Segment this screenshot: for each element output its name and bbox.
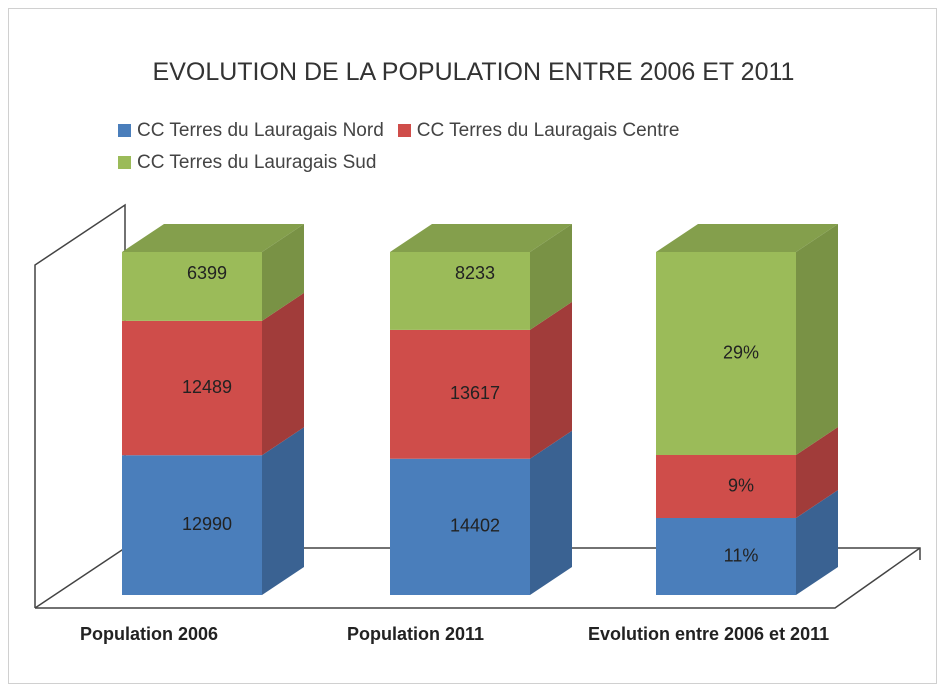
- bar: [122, 320, 262, 456]
- bar-side: [796, 427, 838, 518]
- chart-frame: [8, 8, 937, 684]
- bar-side: [796, 224, 838, 455]
- data-label: 11%: [724, 545, 759, 565]
- x-tick-label: Population 2006: [80, 624, 219, 644]
- bar-side: [262, 427, 304, 595]
- bar: [122, 455, 262, 595]
- legend: CC Terres du Lauragais Nord CC Terres du …: [118, 120, 878, 184]
- legend-label: CC Terres du Lauragais Sud: [137, 152, 377, 173]
- bar: [656, 252, 796, 455]
- floor: [35, 547, 921, 609]
- data-label: 13617: [450, 383, 500, 403]
- bar-side: [262, 292, 304, 456]
- legend-swatch: [118, 124, 131, 137]
- bar-side: [530, 430, 572, 595]
- bar-top: [656, 224, 838, 252]
- legend-item: CC Terres du Lauragais Centre: [397, 120, 680, 142]
- floor-edge: [34, 547, 126, 609]
- x-tick-label: Evolution entre 2006 et 2011: [588, 624, 830, 644]
- data-label: 9%: [728, 475, 754, 495]
- bar-side: [530, 301, 572, 459]
- data-label: 12990: [182, 514, 232, 534]
- data-label: 14402: [450, 516, 500, 536]
- x-tick-label: Population 2011: [347, 624, 485, 644]
- data-label: 29%: [723, 342, 759, 362]
- bar: [656, 518, 796, 595]
- legend-swatch: [118, 156, 131, 169]
- bar-side: [796, 490, 838, 595]
- bar-top: [122, 224, 304, 252]
- legend-swatch: [397, 124, 411, 137]
- bar-side: [530, 224, 572, 330]
- bar: [390, 252, 530, 330]
- bar-side: [262, 224, 304, 321]
- bar: [122, 252, 262, 321]
- data-label: 8233: [455, 263, 495, 283]
- chart-title: EVOLUTION DE LA POPULATION ENTRE 2006 ET…: [152, 58, 795, 86]
- legend-item: CC Terres du Lauragais Nord: [118, 120, 384, 142]
- data-label: 6399: [187, 263, 227, 283]
- bar: [656, 455, 796, 518]
- legend-label: CC Terres du Lauragais Centre: [416, 120, 680, 141]
- data-label: 12489: [182, 377, 232, 397]
- bar: [390, 329, 530, 459]
- bar: [390, 458, 530, 595]
- legend-label: CC Terres du Lauragais Nord: [137, 120, 384, 141]
- legend-item: CC Terres du Lauragais Sud: [118, 152, 376, 174]
- bar-top: [390, 224, 572, 252]
